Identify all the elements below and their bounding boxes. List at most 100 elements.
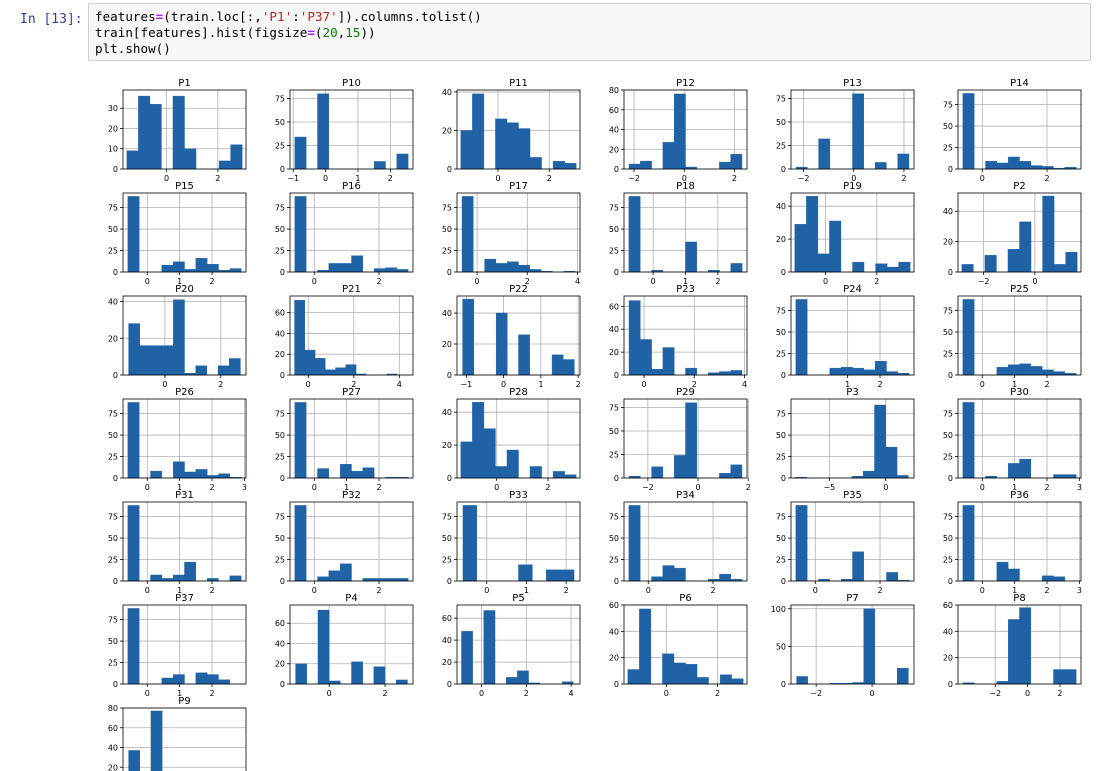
histogram-bar [328, 263, 341, 273]
y-tick-label: 50 [275, 534, 285, 543]
x-tick-label: 2 [874, 277, 879, 286]
y-tick-label: 25 [776, 141, 786, 150]
histogram-bar [1007, 568, 1020, 582]
y-tick-label: 0 [948, 165, 953, 174]
histogram-bar [128, 750, 140, 771]
x-tick-label: −2 [642, 483, 654, 492]
histogram-bar [1030, 165, 1043, 170]
x-tick-label: 0 [145, 689, 150, 698]
y-tick-label: 40 [609, 325, 619, 334]
histogram-bar [685, 367, 697, 376]
histogram-bar [719, 473, 731, 479]
histogram-title: P13 [843, 78, 862, 89]
histogram-bar [985, 161, 998, 170]
x-tick-label: 1 [1012, 586, 1017, 595]
histogram-bar [373, 268, 386, 273]
y-tick-label: 60 [609, 106, 619, 115]
x-tick-label: 1 [1012, 380, 1017, 389]
histogram-title: P15 [175, 181, 194, 192]
y-tick-label: 40 [442, 408, 452, 417]
histogram-bar [373, 161, 386, 170]
x-tick-label: 0 [323, 174, 328, 183]
input-prompt: In [13]: [20, 12, 83, 27]
y-tick-label: 40 [108, 744, 118, 753]
histogram-bar [295, 663, 307, 685]
histogram-panel-P3: 0 25 50 75 −5 0 P3 [776, 387, 915, 492]
histogram-panel-P24: 0 25 50 75 1 2 P24 [776, 284, 915, 389]
histogram-title: P22 [509, 284, 528, 295]
histogram-bar [294, 402, 307, 479]
y-tick-label: 60 [442, 614, 452, 623]
histogram-bar [150, 574, 163, 582]
histogram-title: P16 [342, 181, 361, 192]
x-tick-label: 0 [484, 586, 489, 595]
x-tick-label: 0 [883, 483, 888, 492]
histogram-bar [483, 428, 496, 479]
axes-frame [790, 501, 915, 582]
x-tick-label: −2 [628, 174, 640, 183]
histogram-bar [1053, 576, 1066, 582]
x-tick-label: 2 [901, 174, 906, 183]
y-tick-label: 50 [776, 118, 786, 127]
histogram-bar [351, 255, 364, 273]
y-tick-label: 20 [275, 660, 285, 669]
y-tick-label: 0 [280, 474, 285, 483]
histogram-bar [673, 567, 686, 582]
histogram-panel-P9: 20 40 60 80 P9 [108, 696, 247, 771]
y-tick-label: 75 [776, 410, 786, 419]
histogram-bar [1030, 366, 1043, 376]
histogram-panel-P25: 0 25 50 75 0 1 2 P25 [943, 284, 1082, 389]
histogram-bar [518, 264, 530, 273]
y-tick-label: 50 [609, 427, 619, 436]
code-cell[interactable]: features=(train.loc[:,'P1':'P37']).colum… [88, 3, 1091, 61]
histogram-title: P36 [1010, 490, 1029, 501]
histogram-bar [126, 150, 139, 170]
y-tick-label: 50 [776, 534, 786, 543]
histogram-bar [829, 367, 842, 376]
y-tick-label: 0 [113, 474, 118, 483]
histogram-title: P6 [679, 593, 691, 604]
histogram-bar [863, 470, 875, 479]
histogram-title: P34 [676, 490, 695, 501]
code-editor[interactable]: features=(train.loc[:,'P1':'P37']).colum… [95, 9, 482, 57]
histogram-bar [218, 160, 231, 170]
axes-frame [122, 89, 247, 170]
y-tick-label: 0 [113, 165, 118, 174]
x-tick-label: 0 [813, 586, 818, 595]
x-tick-label: 1 [524, 586, 529, 595]
x-tick-label: 1 [344, 483, 349, 492]
histogram-bar [218, 473, 231, 479]
y-tick-label: 50 [776, 431, 786, 440]
y-tick-label: 25 [108, 659, 118, 668]
x-tick-label: 2 [1057, 689, 1062, 698]
y-tick-label: 100 [771, 605, 786, 614]
x-tick-label: 1 [177, 277, 182, 286]
histogram-bar [184, 471, 197, 479]
y-tick-label: 75 [442, 204, 452, 213]
x-tick-label: 3 [1077, 586, 1082, 595]
y-tick-label: 50 [776, 642, 786, 651]
y-tick-label: 75 [108, 616, 118, 625]
axes-frame [623, 398, 748, 479]
y-tick-label: 0 [280, 268, 285, 277]
histogram-bar [886, 572, 899, 582]
histogram-bar [628, 300, 641, 376]
x-tick-label: 2 [576, 380, 581, 389]
x-tick-label: 2 [382, 689, 387, 698]
histogram-bar [325, 369, 336, 376]
x-tick-label: 0 [1025, 689, 1030, 698]
y-tick-label: 75 [275, 410, 285, 419]
y-tick-label: 25 [943, 144, 953, 153]
histogram-title: P33 [509, 490, 528, 501]
y-tick-label: 50 [609, 534, 619, 543]
axes-frame [456, 295, 581, 376]
y-tick-label: 60 [275, 309, 285, 318]
histogram-bar [304, 349, 316, 376]
y-tick-label: 0 [614, 577, 619, 586]
y-tick-label: 50 [442, 534, 452, 543]
y-tick-label: 60 [943, 601, 953, 610]
histogram-panel-P23: 0 20 40 60 0 2 4 P23 [609, 284, 748, 389]
y-tick-label: 25 [609, 556, 619, 565]
x-tick-label: 0 [312, 483, 317, 492]
histogram-title: P3 [846, 387, 858, 398]
